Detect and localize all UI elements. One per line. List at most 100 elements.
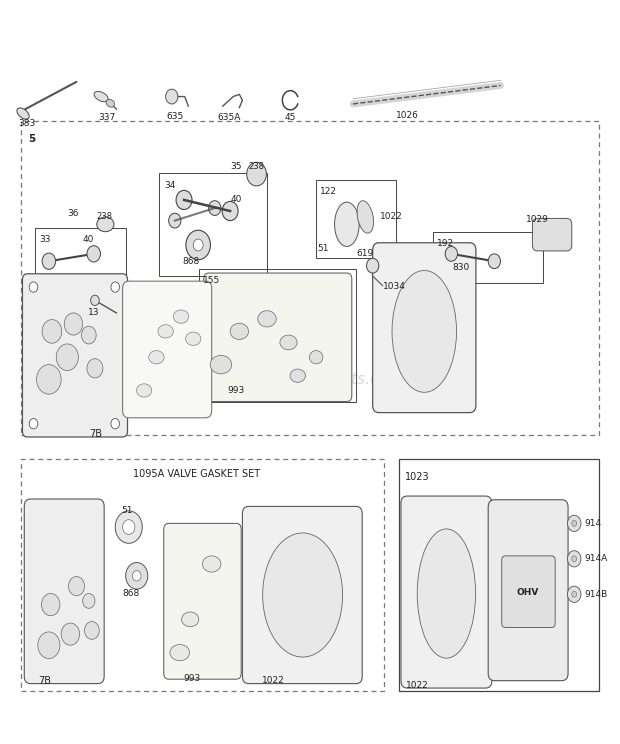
Ellipse shape xyxy=(97,217,114,231)
Circle shape xyxy=(169,214,181,228)
Text: 383: 383 xyxy=(19,119,36,129)
Text: 33: 33 xyxy=(39,235,51,244)
Circle shape xyxy=(37,365,61,394)
Text: 635: 635 xyxy=(166,112,184,121)
Text: 34: 34 xyxy=(164,182,175,190)
Text: 36: 36 xyxy=(68,209,79,218)
Circle shape xyxy=(87,246,100,262)
Circle shape xyxy=(69,577,84,596)
Ellipse shape xyxy=(94,92,108,102)
Circle shape xyxy=(42,594,60,616)
Bar xyxy=(159,173,267,276)
FancyBboxPatch shape xyxy=(22,274,128,437)
Text: OHV: OHV xyxy=(517,588,539,597)
Circle shape xyxy=(64,313,82,335)
Text: 1023: 1023 xyxy=(405,472,430,482)
Circle shape xyxy=(445,246,458,261)
Circle shape xyxy=(567,551,581,567)
Ellipse shape xyxy=(185,332,201,345)
Circle shape xyxy=(133,571,141,581)
Circle shape xyxy=(29,419,38,429)
Circle shape xyxy=(91,295,99,306)
Circle shape xyxy=(222,202,238,221)
Circle shape xyxy=(42,253,56,269)
Circle shape xyxy=(572,556,577,562)
Bar xyxy=(21,121,599,434)
Circle shape xyxy=(61,623,79,645)
FancyBboxPatch shape xyxy=(242,507,362,684)
Circle shape xyxy=(208,201,221,216)
Ellipse shape xyxy=(417,529,476,658)
FancyBboxPatch shape xyxy=(502,556,555,627)
Text: 45: 45 xyxy=(285,114,296,123)
Ellipse shape xyxy=(149,350,164,364)
Bar xyxy=(200,269,356,402)
Ellipse shape xyxy=(210,356,232,373)
Text: 337: 337 xyxy=(99,114,116,123)
Text: 993: 993 xyxy=(228,386,245,395)
Text: 868: 868 xyxy=(122,589,140,598)
Circle shape xyxy=(81,326,96,344)
Text: 5: 5 xyxy=(29,134,36,144)
FancyBboxPatch shape xyxy=(123,281,211,418)
Circle shape xyxy=(567,516,581,531)
Circle shape xyxy=(56,344,78,371)
Ellipse shape xyxy=(263,533,343,657)
Text: 122: 122 xyxy=(320,187,337,196)
Circle shape xyxy=(247,162,267,186)
Ellipse shape xyxy=(309,350,323,364)
Text: 7B: 7B xyxy=(90,429,103,439)
Ellipse shape xyxy=(203,556,221,572)
Ellipse shape xyxy=(230,323,249,339)
Text: 7B: 7B xyxy=(38,676,51,686)
FancyBboxPatch shape xyxy=(533,219,572,251)
Ellipse shape xyxy=(290,369,306,382)
Ellipse shape xyxy=(170,644,190,661)
Ellipse shape xyxy=(357,201,373,233)
Text: 1022: 1022 xyxy=(405,681,428,690)
Text: 238: 238 xyxy=(249,162,265,171)
Circle shape xyxy=(126,562,148,589)
Text: 40: 40 xyxy=(82,235,94,244)
Text: 238: 238 xyxy=(96,213,112,222)
Text: 1022: 1022 xyxy=(262,676,285,685)
Text: 619: 619 xyxy=(356,249,374,258)
Text: 13: 13 xyxy=(88,309,99,318)
Text: 192: 192 xyxy=(436,239,454,248)
Ellipse shape xyxy=(258,311,276,327)
Text: 830: 830 xyxy=(452,263,469,272)
Text: eReplacementParts.com: eReplacementParts.com xyxy=(216,372,404,387)
FancyBboxPatch shape xyxy=(373,243,476,413)
Ellipse shape xyxy=(173,310,188,323)
Circle shape xyxy=(82,594,95,609)
Ellipse shape xyxy=(136,384,152,397)
Circle shape xyxy=(193,239,203,251)
Bar xyxy=(35,228,126,291)
FancyBboxPatch shape xyxy=(401,496,492,688)
Circle shape xyxy=(29,282,38,292)
Ellipse shape xyxy=(17,108,29,119)
Circle shape xyxy=(38,632,60,658)
Bar xyxy=(399,459,599,691)
Text: 993: 993 xyxy=(184,674,201,683)
Ellipse shape xyxy=(335,202,359,246)
Text: 868: 868 xyxy=(183,257,200,266)
Bar xyxy=(21,459,384,691)
Circle shape xyxy=(572,591,577,597)
FancyBboxPatch shape xyxy=(24,499,104,684)
Circle shape xyxy=(84,621,99,639)
Bar xyxy=(433,231,544,283)
Text: 1026: 1026 xyxy=(396,111,418,120)
Circle shape xyxy=(488,254,500,269)
Circle shape xyxy=(176,190,192,210)
Circle shape xyxy=(123,520,135,534)
Text: 914A: 914A xyxy=(584,554,608,563)
Text: 35: 35 xyxy=(231,162,242,171)
Text: 1095A VALVE GASKET SET: 1095A VALVE GASKET SET xyxy=(133,469,260,479)
Text: 51: 51 xyxy=(121,507,133,516)
Ellipse shape xyxy=(106,99,115,107)
Text: 635A: 635A xyxy=(217,114,241,123)
Text: 1029: 1029 xyxy=(526,214,549,224)
FancyBboxPatch shape xyxy=(164,523,241,679)
Circle shape xyxy=(42,320,62,343)
